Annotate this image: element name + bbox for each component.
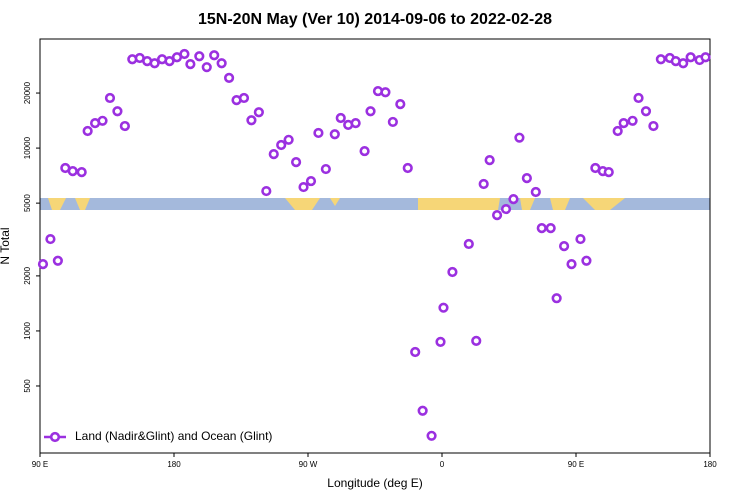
- y-tick-label: 1000: [23, 321, 32, 339]
- point: [463, 238, 474, 250]
- point: [268, 149, 279, 160]
- point: [97, 115, 108, 126]
- point: [633, 92, 644, 104]
- point: [700, 52, 711, 63]
- y-tick-label: 500: [23, 379, 32, 393]
- point: [508, 194, 519, 205]
- point: [365, 106, 376, 117]
- y-tick-label: 20000: [23, 81, 32, 104]
- point: [395, 99, 406, 110]
- point: [575, 233, 586, 245]
- point: [253, 107, 264, 118]
- point: [648, 120, 659, 132]
- y-axis-label: N Total: [0, 227, 12, 264]
- point: [313, 127, 324, 139]
- point: [246, 115, 257, 126]
- point: [179, 48, 190, 60]
- point: [283, 134, 294, 145]
- plot-frame: [39, 38, 711, 454]
- point: [640, 106, 652, 117]
- point: [45, 233, 56, 245]
- x-axis-label: Longitude (deg E): [327, 476, 422, 490]
- point: [185, 58, 196, 70]
- point: [566, 259, 577, 270]
- point: [435, 336, 446, 348]
- point: [417, 405, 428, 416]
- y-tick-label: 10000: [23, 136, 32, 159]
- point: [478, 178, 489, 190]
- point: [471, 335, 482, 347]
- point: [350, 117, 361, 129]
- x-tick-label: 90 E: [568, 460, 584, 469]
- y-tick-label: 2000: [23, 266, 32, 284]
- point: [112, 106, 123, 117]
- point: [201, 62, 212, 73]
- x-tick-label: 180: [703, 460, 717, 469]
- point: [261, 185, 272, 197]
- point: [558, 241, 570, 252]
- point: [67, 166, 78, 177]
- point: [447, 266, 458, 278]
- point: [335, 112, 346, 124]
- point: [685, 52, 696, 63]
- point: [82, 125, 93, 137]
- legend-label: Land (Nadir&Glint) and Ocean (Glint): [75, 429, 272, 443]
- point: [216, 58, 227, 69]
- point: [545, 223, 556, 234]
- point: [320, 163, 331, 175]
- point: [223, 72, 235, 84]
- point: [276, 139, 287, 151]
- point: [551, 293, 562, 304]
- point: [76, 167, 87, 178]
- point: [305, 175, 317, 187]
- chart-title: 15N-20N May (Ver 10) 2014-09-06 to 2022-…: [198, 11, 552, 28]
- point: [410, 346, 421, 358]
- point: [484, 155, 495, 166]
- point: [387, 116, 398, 128]
- point: [149, 58, 160, 69]
- x-tick-label: 90 E: [32, 460, 48, 469]
- point: [290, 157, 302, 168]
- point: [627, 115, 638, 126]
- point: [514, 132, 525, 143]
- point: [359, 145, 370, 157]
- point: [402, 162, 413, 174]
- point: [380, 87, 391, 98]
- point: [536, 223, 547, 234]
- point: [298, 181, 309, 193]
- point: [238, 92, 250, 104]
- map-strip: [40, 198, 710, 210]
- point: [678, 58, 689, 69]
- x-tick-label: 90 W: [299, 460, 318, 469]
- point: [438, 302, 449, 313]
- point: [491, 210, 503, 221]
- x-tick-label: 0: [440, 460, 445, 469]
- x-tick-label: 180: [167, 460, 181, 469]
- point: [194, 51, 205, 62]
- point: [52, 255, 63, 266]
- point: [104, 92, 116, 104]
- point: [655, 54, 666, 65]
- point: [426, 430, 437, 441]
- point: [612, 125, 623, 137]
- point: [209, 50, 220, 61]
- point: [119, 120, 130, 132]
- point: [164, 56, 175, 67]
- point: [603, 167, 614, 178]
- point: [581, 255, 592, 266]
- point: [37, 259, 49, 270]
- point: [618, 117, 629, 129]
- legend-marker: [49, 431, 61, 443]
- point: [530, 186, 541, 198]
- point: [500, 203, 512, 215]
- y-tick-label: 5000: [23, 194, 32, 212]
- point: [521, 173, 532, 184]
- point: [329, 129, 340, 140]
